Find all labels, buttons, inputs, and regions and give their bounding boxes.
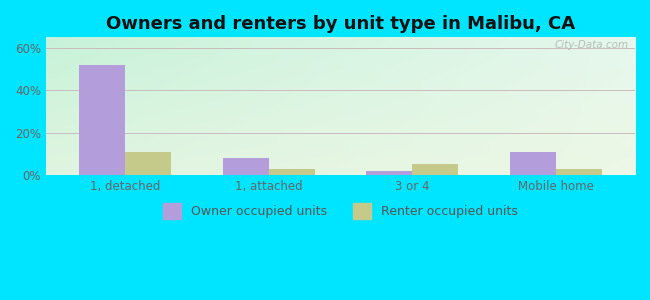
- Bar: [510, 152, 556, 175]
- Bar: [222, 158, 268, 175]
- Text: City-Data.com: City-Data.com: [555, 40, 629, 50]
- Bar: [556, 169, 602, 175]
- Bar: [125, 152, 171, 175]
- Bar: [367, 171, 412, 175]
- Bar: [268, 169, 315, 175]
- Title: Owners and renters by unit type in Malibu, CA: Owners and renters by unit type in Malib…: [106, 15, 575, 33]
- Legend: Owner occupied units, Renter occupied units: Owner occupied units, Renter occupied un…: [158, 198, 523, 224]
- Bar: [79, 65, 125, 175]
- Bar: [412, 164, 458, 175]
